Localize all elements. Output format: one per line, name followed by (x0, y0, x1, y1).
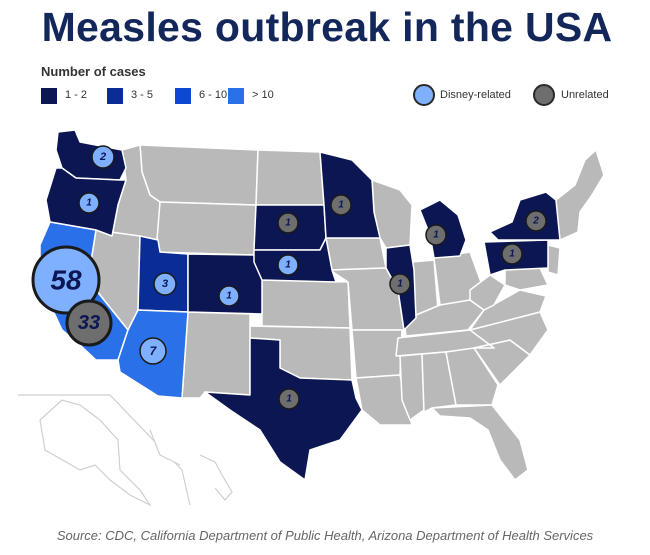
bubble-oregon (78, 192, 100, 214)
legend-label-6-10: 6 - 10 (199, 89, 228, 101)
bubble-california-unrelated-label: 33 (78, 312, 100, 334)
bubble-nebraska-label: 1 (285, 260, 291, 271)
state-new-mexico (181, 311, 251, 399)
bubble-south-dakota (277, 212, 299, 234)
state-maryland (504, 267, 549, 291)
legend-label-1-2: 1 - 2 (65, 89, 88, 101)
state-wyoming (155, 201, 257, 256)
map-title: Measles outbreak in the USA (41, 4, 613, 50)
case-bubbles: 58 33 7 3 2 1 1 1 1 1 1 1 1 1 2 (31, 145, 547, 410)
bubble-california-disney (31, 245, 101, 315)
source-note: Source: CDC, California Department of Pu… (56, 528, 594, 543)
state-washington (55, 129, 127, 181)
bubble-oregon-label: 1 (86, 198, 92, 209)
bubble-washington-label: 2 (99, 151, 106, 163)
bubble-minnesota-label: 1 (338, 200, 344, 211)
state-new-york (489, 191, 561, 241)
legend-label-gt10: > 10 (252, 89, 274, 101)
bubble-minnesota (330, 194, 352, 216)
bubble-new-york-label: 2 (532, 216, 539, 227)
bubble-washington (91, 145, 115, 169)
bubble-michigan (425, 224, 447, 246)
legend-swatch-1-2 (41, 88, 57, 104)
legend-swatch-6-10 (175, 88, 191, 104)
state-mississippi (399, 353, 425, 421)
bubble-utah-label: 3 (162, 278, 168, 290)
bubble-illinois (389, 273, 411, 295)
bubble-arizona-label: 7 (150, 344, 158, 358)
bubble-nebraska (277, 254, 299, 276)
bubble-california-disney-label: 58 (50, 265, 82, 296)
state-colorado (187, 253, 263, 315)
bubble-pennsylvania-label: 1 (509, 249, 515, 260)
state-north-dakota (255, 149, 325, 206)
state-iowa (325, 237, 387, 271)
state-texas (204, 337, 363, 481)
state-north-carolina (469, 311, 549, 356)
bubble-utah (153, 272, 177, 296)
state-florida (431, 404, 529, 481)
gray-states (87, 144, 605, 481)
bubble-arizona (139, 337, 167, 365)
bubble-new-york (525, 210, 547, 232)
alaska-inset (18, 394, 233, 507)
legend-unrelated-circle (533, 84, 555, 106)
legend-disney-circle (413, 84, 435, 106)
state-new-jersey (547, 244, 561, 276)
legend-label-3-5: 3 - 5 (131, 89, 154, 101)
state-kansas (261, 279, 351, 329)
state-minnesota (319, 151, 381, 239)
state-montana (139, 144, 259, 206)
bubble-texas (278, 388, 300, 410)
bubble-colorado-label: 1 (226, 291, 232, 302)
bubble-california-unrelated (65, 299, 113, 347)
state-arkansas (351, 329, 403, 379)
bubble-texas-label: 1 (286, 394, 292, 405)
legend-title: Number of cases (41, 64, 146, 79)
bubble-pennsylvania (501, 243, 523, 265)
bubble-south-dakota-label: 1 (285, 218, 291, 229)
legend-disney-label: Disney-related (440, 89, 511, 101)
legend-unrelated-label: Unrelated (561, 89, 609, 101)
state-new-england (555, 149, 605, 241)
bubble-illinois-label: 1 (397, 279, 403, 290)
state-virginia (469, 289, 547, 331)
legend-swatch-3-5 (107, 88, 123, 104)
bubble-colorado (218, 285, 240, 307)
state-georgia (445, 347, 499, 406)
bubble-michigan-label: 1 (433, 230, 439, 241)
state-alabama (421, 351, 457, 413)
legend-swatch-gt10 (228, 88, 244, 104)
